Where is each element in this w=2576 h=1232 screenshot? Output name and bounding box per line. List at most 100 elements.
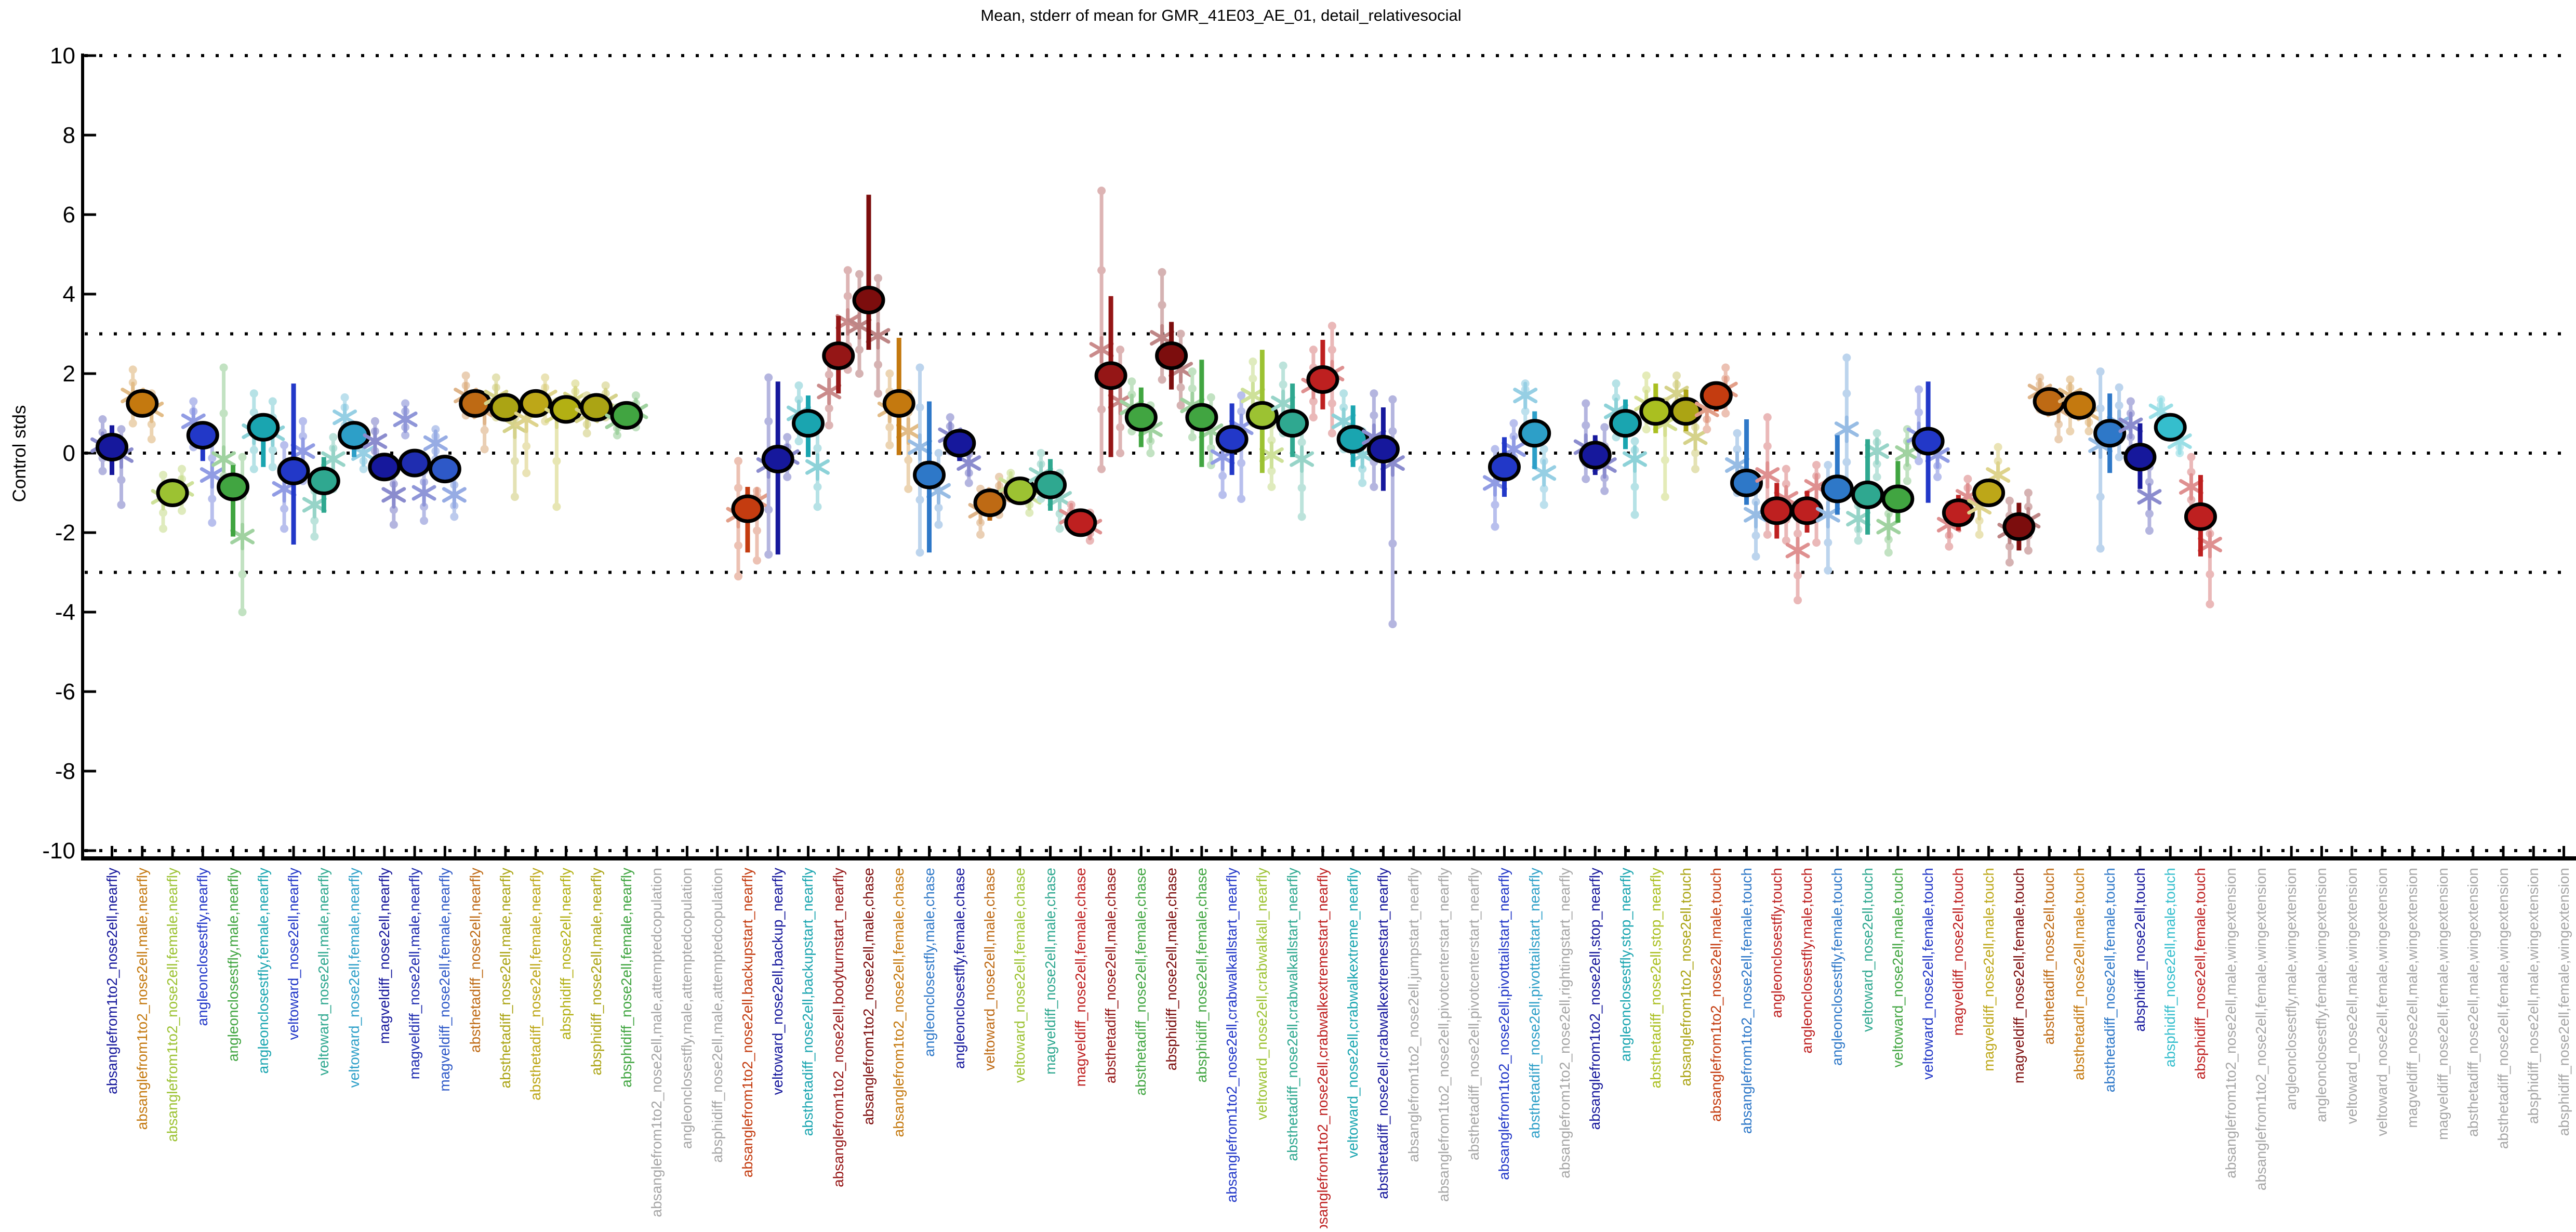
mean-dot [398, 448, 431, 478]
x-tick-label: absanglefrom1to2_nose2ell,female,nearfly [164, 868, 181, 1142]
control-asterisk-marker [381, 481, 406, 509]
control-asterisk-marker [2179, 473, 2203, 501]
mean-errorbar-point [2093, 393, 2127, 473]
mean-dot [156, 479, 189, 507]
control-errorbar [1936, 500, 1961, 551]
y-tick-label: -4 [55, 600, 75, 625]
control-asterisk-marker [2197, 531, 2222, 559]
mean-dot [943, 429, 976, 458]
x-tick-label: veltoward_nose2ell,male,wingextension [2343, 868, 2360, 1124]
mean-errorbar-point [126, 389, 159, 418]
x-tick-label: angleonclosestfly,nearfly [194, 868, 211, 1026]
mean-errorbar-point [247, 413, 280, 467]
control-errorbar [393, 399, 418, 440]
mean-errorbar-point [1003, 476, 1037, 506]
control-asterisk-marker [1532, 459, 1557, 487]
x-tick-label: veltoward_nose2ell,female,wingextension [2374, 868, 2390, 1136]
control-asterisk-marker [423, 429, 448, 457]
mean-errorbar-point [1609, 399, 1642, 449]
x-tick-label: magveldiff_nose2ell,female,touch [2010, 868, 2027, 1084]
mean-errorbar-point [2123, 423, 2157, 489]
control-errorbar [2179, 453, 2203, 517]
mean-errorbar-point [1760, 483, 1794, 539]
control-asterisk-marker [1865, 437, 1890, 465]
mean-dot [1094, 361, 1127, 390]
x-tick-label: absanglefrom1to2_nose2ell,male,attempted… [648, 868, 665, 1217]
x-tick-label: absphidiff_nose2ell,touch [2131, 868, 2148, 1032]
mean-errorbar-point [1245, 350, 1279, 473]
x-tick-label: absanglefrom1to2_nose2ell,backupstart_ne… [739, 868, 755, 1178]
mean-errorbar-point [1911, 381, 1945, 503]
mean-dot [277, 456, 310, 485]
x-tick-label: veltoward_nose2ell,nearfly [285, 868, 302, 1040]
control-asterisk-marker [393, 405, 418, 433]
y-tick-label: 10 [50, 43, 75, 69]
mean-dot [1366, 434, 1400, 463]
control-errorbar [1834, 353, 1859, 499]
x-tick-label: angleonclosestfly,female,nearfly [255, 868, 271, 1074]
x-tick-label: absthetadiff_nose2ell,stop_nearfly [1647, 868, 1664, 1089]
x-tick-label: absthetadiff_nose2ell,female,chase [1133, 868, 1149, 1096]
mean-errorbar-point [1881, 461, 1915, 523]
mean-dot [126, 389, 159, 418]
mean-errorbar-point [1851, 439, 1884, 535]
mean-dot [217, 472, 250, 501]
mean-errorbar-point [610, 401, 643, 430]
y-tick-label: -8 [55, 759, 75, 784]
mean-errorbar-point [1185, 360, 1218, 467]
control-errorbar [805, 425, 830, 511]
y-tick-label: 8 [63, 123, 75, 148]
mean-errorbar-point [882, 338, 915, 455]
control-asterisk-marker [817, 377, 842, 405]
x-tick-label: absthetadiff_nose2ell,pivottailstart_nea… [1526, 868, 1543, 1138]
mean-errorbar-point [1306, 339, 1339, 409]
mean-dot [1518, 419, 1551, 448]
mean-dot [761, 444, 794, 473]
control-asterisk-marker [1513, 381, 1538, 409]
mean-dot [822, 341, 855, 370]
control-errorbar [908, 363, 933, 557]
x-tick-label: absthetadiff_nose2ell,backupstart_nearfl… [800, 868, 816, 1136]
x-tick-label: magveldiff_nose2ell,female,chase [1072, 868, 1088, 1087]
control-asterisk-marker [1755, 461, 1780, 489]
x-tick-label: magveldiff_nose2ell,male,wingextension [2404, 868, 2421, 1128]
x-tick-label: veltoward_nose2ell,female,nearfly [346, 868, 362, 1088]
mean-errorbar-point [852, 194, 885, 350]
x-tick-label: angleonclosestfly,female,chase [951, 868, 967, 1069]
control-asterisk-marker [1271, 389, 1296, 417]
control-asterisk-marker [1623, 445, 1647, 473]
mean-errorbar-point [791, 395, 825, 457]
mean-dot [186, 421, 219, 450]
mean-dot [973, 488, 1006, 518]
control-errorbar [2118, 397, 2143, 454]
x-tick-label: absphidiff_nose2ell,male,chase [1163, 868, 1179, 1071]
mean-dot [1215, 425, 1249, 454]
mean-errorbar-point [822, 316, 855, 394]
mean-errorbar-point [943, 429, 976, 461]
control-asterisk-marker [1834, 415, 1859, 443]
x-tick-label: absanglefrom1to2_nose2ell,female,wingext… [2252, 868, 2269, 1191]
x-tick-label: angleonclosestfly,touch [1768, 868, 1785, 1018]
control-asterisk-marker [2137, 483, 2162, 511]
mean-dot [1760, 496, 1794, 525]
control-asterisk-marker [211, 445, 236, 473]
mean-errorbar-point [1094, 296, 1127, 457]
mean-dot [1034, 470, 1067, 499]
mean-errorbar-point [1215, 403, 1249, 475]
mean-errorbar-point [761, 381, 794, 555]
x-tick-label: angleonclosestfly,female,touch [1829, 868, 1845, 1066]
x-tick-label: magveldiff_nose2ell,female,nearfly [436, 868, 453, 1092]
control-asterisk-marker [896, 417, 921, 445]
mean-dot [610, 401, 643, 430]
mean-errorbar-point [913, 401, 946, 553]
y-tick-label: 4 [63, 282, 75, 307]
mean-dot [1730, 468, 1763, 497]
x-tick-label: absanglefrom1to2_nose2ell,male,chase [860, 868, 877, 1125]
control-asterisk-marker [321, 445, 346, 473]
mean-dot [1488, 453, 1521, 482]
x-tick-label: absanglefrom1to2_nose2ell,touch [1678, 868, 1694, 1087]
x-tick-label: absphidiff_nose2ell,male,wingextension [2525, 868, 2542, 1124]
mean-errorbar-point [1699, 381, 1733, 412]
control-asterisk-marker [411, 479, 436, 507]
